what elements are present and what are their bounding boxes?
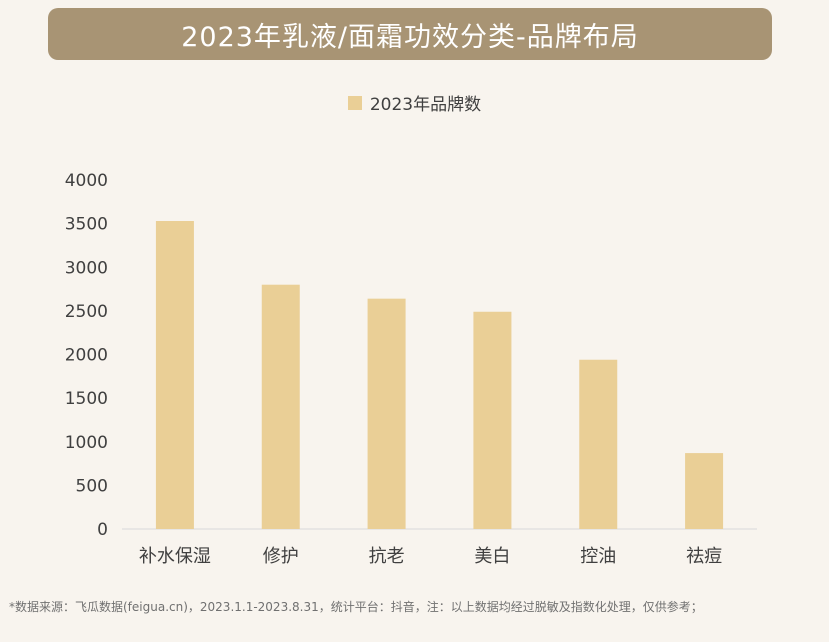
category-label: 补水保湿: [139, 546, 211, 567]
bar-4: [579, 359, 618, 529]
y-axis-ticks: 0 500 1000 1500 2000 2500 3000 3500 4000: [65, 171, 108, 540]
y-tick-label: 1500: [65, 389, 108, 409]
bar-5: [685, 453, 724, 529]
y-tick-label: 2000: [65, 346, 108, 366]
bar-1: [261, 284, 300, 529]
bar-2: [367, 298, 406, 529]
bars: [155, 221, 724, 529]
y-tick-label: 500: [76, 476, 108, 496]
bar-0: [155, 221, 194, 529]
legend-label: 2023年品牌数: [369, 95, 482, 115]
title-banner: 2023年乳液/面霜功效分类-品牌布局: [48, 8, 772, 60]
chart-title: 2023年乳液/面霜功效分类-品牌布局: [181, 21, 639, 53]
category-label: 美白: [474, 546, 510, 567]
y-tick-label: 3500: [65, 215, 108, 235]
y-tick-label: 4000: [65, 171, 108, 191]
category-label: 抗老: [369, 546, 405, 567]
category-label: 祛痘: [686, 546, 722, 567]
bar-3: [473, 311, 512, 529]
footnote: *数据来源：飞瓜数据(feigua.cn)，2023.1.1-2023.8.31…: [9, 600, 703, 614]
y-tick-label: 2500: [65, 302, 108, 322]
y-tick-label: 3000: [65, 258, 108, 278]
legend-swatch: [347, 95, 362, 110]
y-tick-label: 0: [97, 520, 108, 540]
category-label: 修护: [263, 546, 299, 567]
category-label: 控油: [580, 546, 616, 567]
legend: 2023年品牌数: [0, 90, 829, 115]
y-tick-label: 1000: [65, 433, 108, 453]
x-axis-labels: 补水保湿 修护 抗老 美白 控油 祛痘: [139, 546, 722, 567]
